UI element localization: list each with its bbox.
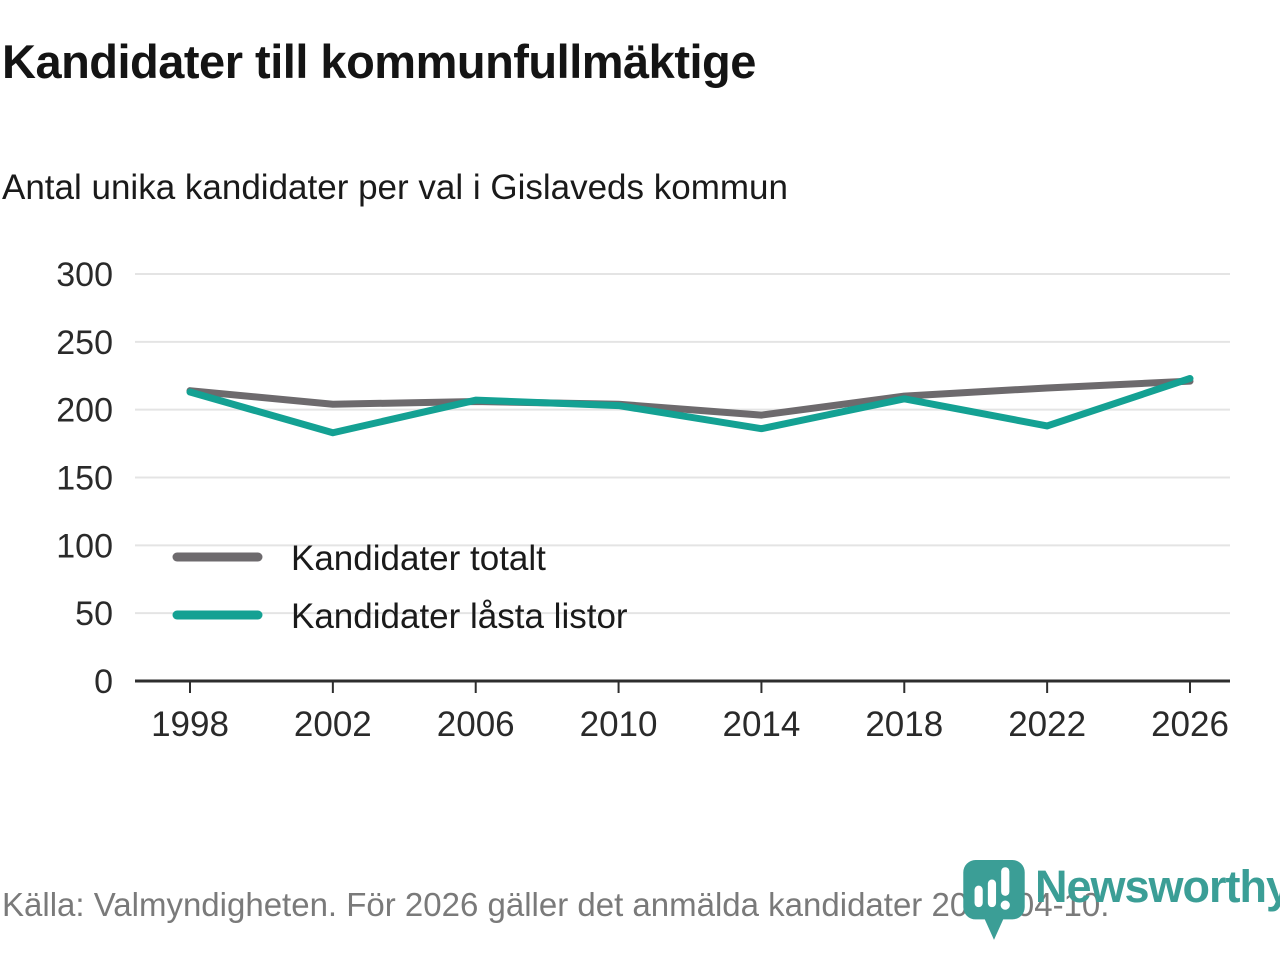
x-axis-tick-label: 2002 (294, 705, 372, 744)
logo-brand-text: Newsworthy (1035, 861, 1280, 912)
line-chart: 0 50 100 150 200 250 300 1998 2002 2006 2010 2014 20… (56, 256, 1230, 744)
chart-title: Kandidater till kommunfullmäktige (2, 35, 756, 88)
newsworthy-logo: Newsworthy (961, 858, 1280, 944)
x-axis-tick-label: 2022 (1008, 705, 1086, 744)
x-axis-tick-label: 2018 (865, 705, 943, 744)
x-axis-tick-label: 2026 (1151, 705, 1229, 744)
series-line-kandidater-l-sta-listor (186, 374, 1194, 437)
legend-label-locked-lists: Kandidater låsta listor (291, 597, 628, 636)
x-axis-tick-label: 2014 (722, 705, 800, 744)
source-note: Källa: Valmyndigheten. För 2026 gäller d… (2, 886, 1110, 923)
y-axis-tick-label: 0 (94, 663, 113, 701)
y-axis-tick-label: 250 (56, 324, 113, 362)
series-line-kandidater-totalt (186, 377, 1194, 419)
chart-subtitle: Antal unika kandidater per val i Gislave… (2, 168, 788, 207)
y-axis-tick-label: 150 (56, 460, 113, 498)
y-axis-tick-label: 200 (56, 392, 113, 430)
x-axis-tick-label: 2006 (437, 705, 515, 744)
x-axis-tick-label: 2010 (580, 705, 658, 744)
y-axis-tick-label: 50 (75, 595, 113, 633)
x-axis-tick-label: 1998 (151, 705, 229, 744)
legend-label-total: Kandidater totalt (291, 539, 546, 578)
legend: Kandidater totalt Kandidater låsta listo… (172, 539, 628, 636)
chart-series (186, 374, 1194, 437)
bar-chart-bubble-icon (963, 860, 1025, 940)
y-axis-tick-label: 300 (56, 256, 113, 294)
y-axis-tick-label: 100 (56, 527, 113, 565)
chart-axes: 0 50 100 150 200 250 300 1998 2002 2006 2010 2014 20… (56, 256, 1230, 744)
